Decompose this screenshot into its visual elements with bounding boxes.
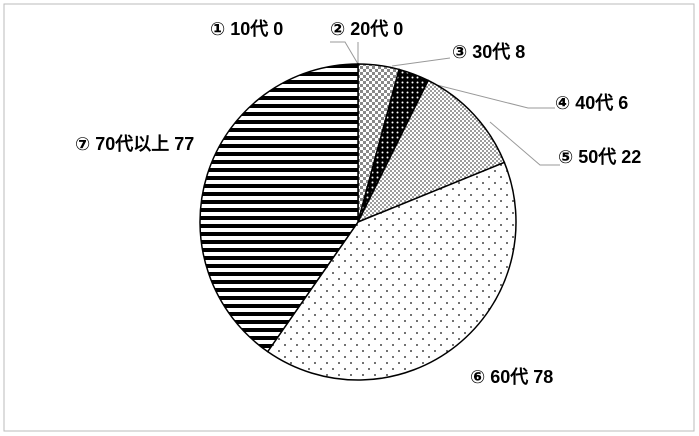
value-label: 78	[533, 367, 554, 387]
value-label: 77	[174, 134, 195, 154]
data-label: ⑤ 50代 22	[558, 140, 641, 175]
value-label: 0	[273, 19, 284, 39]
leader-lines	[330, 41, 560, 166]
category-label: ② 20代	[330, 19, 389, 39]
category-label: ③ 30代	[452, 42, 511, 62]
data-label: ① 10代 0	[210, 12, 283, 47]
category-label: ⑤ 50代	[558, 147, 617, 167]
pie-slice	[266, 161, 517, 381]
value-label: 0	[393, 19, 404, 39]
data-label: ⑦ 70代以上 77	[75, 127, 197, 162]
data-label: ⑥ 60代 78	[470, 360, 553, 395]
pie-slice	[356, 79, 506, 224]
category-label: ① 10代	[210, 19, 269, 39]
category-label: ⑦ 70代以上	[75, 134, 170, 154]
category-label: ⑥ 60代	[470, 367, 529, 387]
data-label: ④ 40代 6	[555, 86, 628, 121]
value-label: 22	[621, 147, 642, 167]
data-label: ② 20代 0	[330, 12, 403, 47]
value-label: 8	[515, 42, 526, 62]
value-label: 6	[618, 93, 629, 113]
category-label: ④ 40代	[555, 93, 614, 113]
data-label: ③ 30代 8	[452, 35, 525, 70]
pie-slice	[199, 63, 359, 353]
